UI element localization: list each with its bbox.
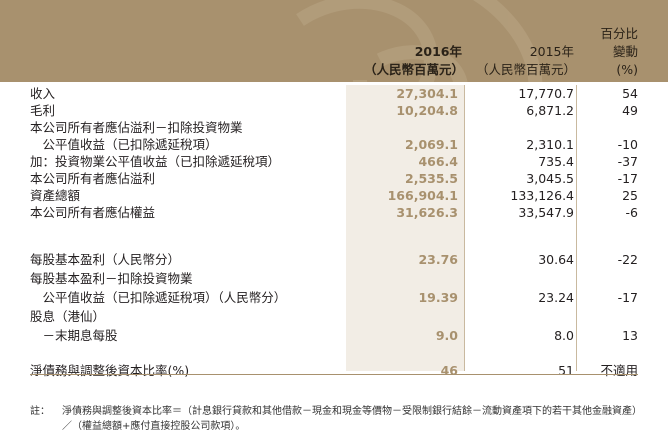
table-row: －末期息每股 9.0 8.0 13	[0, 327, 668, 344]
col-2015-year: 2015年	[529, 44, 574, 59]
value-2015: 17,770.7	[518, 86, 574, 101]
table-row: 淨債務與調整後資本比率(%) 46 51 不適用	[0, 362, 668, 379]
col-pct-line2: 變動	[612, 44, 638, 59]
value-2015: 2,310.1	[526, 137, 574, 152]
value-2016: 10,204.8	[396, 103, 458, 118]
table-row: 資產總額 166,904.1 133,126.4 25	[0, 187, 668, 204]
col-2016-unit: （人民幣百萬元）	[363, 62, 464, 77]
col-pct-line1: 百分比	[600, 26, 638, 41]
table-row: 毛利 10,204.8 6,871.2 49	[0, 102, 668, 119]
row-label: 本公司所有者應佔權益	[30, 205, 156, 220]
row-label: －末期息每股	[30, 328, 118, 343]
table-row: 本公司所有者應佔溢利－扣除投資物業	[0, 119, 668, 136]
value-2016: 466.4	[418, 154, 458, 169]
value-2015: 3,045.5	[526, 171, 574, 186]
row-label: 公平值收益（已扣除遞延稅項）	[30, 137, 218, 152]
row-label: 加：投資物業公平值收益（已扣除遞延稅項）	[30, 154, 281, 169]
value-pct: 49	[622, 103, 638, 118]
table-row: 每股基本盈利（人民幣分） 23.76 30.64 -22	[0, 251, 668, 268]
value-2016: 23.76	[418, 252, 458, 267]
footnote-label: 註：	[30, 406, 50, 417]
row-label: 每股基本盈利（人民幣分）	[30, 252, 181, 267]
row-label: 股息（港仙）	[30, 309, 106, 324]
value-2015: 30.64	[538, 252, 574, 267]
value-pct: -22	[617, 252, 638, 267]
table-row: 收入 27,304.1 17,770.7 54	[0, 85, 668, 102]
row-label: 本公司所有者應佔溢利	[30, 171, 156, 186]
value-2016: 31,626.3	[396, 205, 458, 220]
value-2016: 46	[440, 363, 458, 378]
highlight-column-2016	[346, 85, 464, 371]
row-label: 本公司所有者應佔溢利－扣除投資物業	[30, 120, 243, 135]
table-row: 股息（港仙）	[0, 308, 668, 325]
value-2015: 51	[558, 363, 574, 378]
table-row: 本公司所有者應佔權益 31,626.3 33,547.9 -6	[0, 204, 668, 221]
table-row: 公平值收益（已扣除遞延稅項）（人民幣分） 19.39 23.24 -17	[0, 289, 668, 306]
value-2016: 2,535.5	[405, 171, 458, 186]
table-row: 本公司所有者應佔溢利 2,535.5 3,045.5 -17	[0, 170, 668, 187]
value-2015: 8.0	[554, 328, 574, 343]
value-pct: -17	[617, 290, 638, 305]
value-pct: -37	[617, 154, 638, 169]
table-row: 每股基本盈利－扣除投資物業	[0, 270, 668, 287]
table-row: 公平值收益（已扣除遞延稅項） 2,069.1 2,310.1 -10	[0, 136, 668, 153]
value-pct: 不適用	[600, 363, 638, 378]
table-bottom-rule	[30, 374, 638, 375]
value-pct: 25	[622, 188, 638, 203]
row-label: 淨債務與調整後資本比率(%)	[30, 363, 190, 378]
row-label: 公平值收益（已扣除遞延稅項）（人民幣分）	[30, 290, 287, 305]
value-2016: 19.39	[418, 290, 458, 305]
value-2015: 133,126.4	[510, 188, 574, 203]
value-2015: 6,871.2	[526, 103, 574, 118]
row-label: 資產總額	[30, 188, 81, 203]
row-label: 每股基本盈利－扣除投資物業	[30, 271, 193, 286]
value-pct: 54	[622, 86, 638, 101]
row-label: 毛利	[30, 103, 56, 118]
value-2016: 27,304.1	[396, 86, 458, 101]
value-2016: 9.0	[435, 328, 458, 343]
value-2015: 33,547.9	[518, 205, 574, 220]
column-divider	[576, 85, 577, 371]
value-pct: -6	[625, 205, 638, 220]
row-label: 收入	[30, 86, 56, 101]
value-pct: -17	[617, 171, 638, 186]
col-2016-year: 2016年	[414, 44, 462, 59]
value-2015: 23.24	[538, 290, 574, 305]
value-pct: 13	[622, 328, 638, 343]
value-2015: 735.4	[538, 154, 574, 169]
table-row: 加：投資物業公平值收益（已扣除遞延稅項） 466.4 735.4 -37	[0, 153, 668, 170]
value-pct: -10	[617, 137, 638, 152]
footnote-text: 淨債務與調整後資本比率＝（計息銀行貸款和其他借款－現金和現金等價物－受限制銀行結…	[62, 406, 642, 432]
col-pct-line3: (%)	[616, 62, 638, 77]
table-header: 2016年 （人民幣百萬元） 2015年 （人民幣百萬元） 百分比 變動 (%)	[0, 0, 668, 82]
value-2016: 2,069.1	[405, 137, 458, 152]
column-divider	[464, 85, 465, 371]
value-2016: 166,904.1	[387, 188, 458, 203]
col-2015-unit: （人民幣百萬元）	[475, 62, 576, 77]
